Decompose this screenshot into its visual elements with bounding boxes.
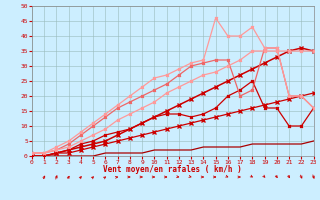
X-axis label: Vent moyen/en rafales ( km/h ): Vent moyen/en rafales ( km/h ) (103, 165, 242, 174)
